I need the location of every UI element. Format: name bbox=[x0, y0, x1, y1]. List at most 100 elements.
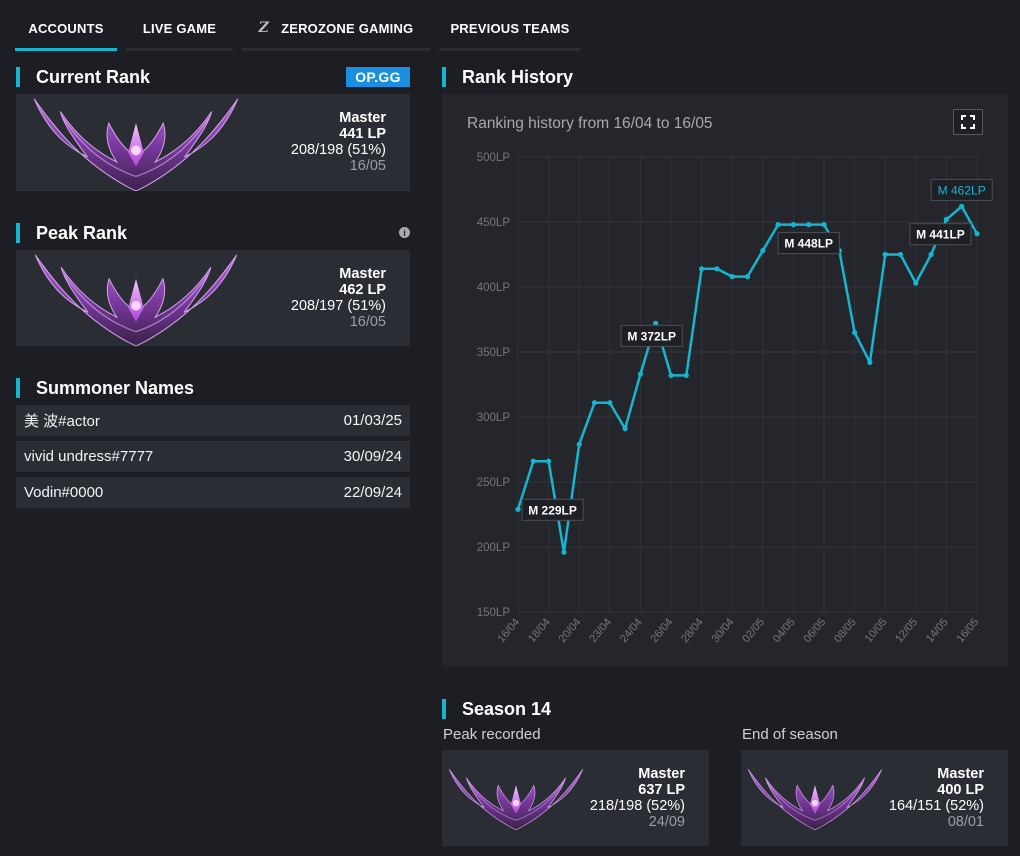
current-rank-card: Master 441 LP 208/198 (51%) 16/05 bbox=[16, 94, 410, 191]
current-rank-tier: Master bbox=[339, 110, 386, 126]
fullscreen-button[interactable] bbox=[953, 109, 983, 135]
data-point bbox=[591, 400, 598, 406]
x-tick-label: 10/05 bbox=[863, 616, 890, 645]
data-point bbox=[897, 251, 904, 258]
x-tick-label: 20/04 bbox=[557, 616, 584, 645]
season-peak-card: Master 637 LP 218/198 (52%) 24/09 bbox=[442, 750, 709, 846]
x-tick-label: 04/05 bbox=[771, 616, 798, 645]
season-end-tier: Master bbox=[937, 766, 984, 782]
summoner-names-title: Summoner Names bbox=[36, 377, 195, 398]
x-tick-label: 02/05 bbox=[740, 616, 767, 645]
annotation-box bbox=[620, 324, 683, 347]
x-tick-label: 06/05 bbox=[801, 616, 828, 645]
peak-recorded-label: Peak recorded bbox=[443, 726, 541, 743]
data-point bbox=[821, 222, 827, 228]
summoner-name-date: 30/09/24 bbox=[343, 448, 402, 465]
tab-zerozone-gaming[interactable]: Z ZEROZONE GAMING bbox=[242, 8, 430, 51]
rank-history-chart: 150LP 200LP 250LP 300LP 350LP 400LP 450LP 500LP… bbox=[477, 152, 993, 645]
y-tick-label: 250LP bbox=[477, 477, 511, 489]
data-point bbox=[882, 251, 888, 258]
rank-line bbox=[516, 205, 979, 554]
tab-zerozone-label: ZEROZONE GAMING bbox=[281, 20, 414, 36]
summoner-names-heading: Summoner Names bbox=[16, 377, 194, 399]
data-point bbox=[959, 203, 965, 209]
season-peak-record: 218/198 (52%) bbox=[589, 798, 685, 814]
data-point bbox=[622, 426, 628, 432]
x-tick-label: 24/04 bbox=[618, 616, 645, 645]
summoner-name: Vodin#0000 bbox=[24, 484, 104, 501]
tab-accounts-label: ACCOUNTS bbox=[28, 20, 104, 36]
y-tick-label: 350LP bbox=[477, 347, 511, 359]
data-point bbox=[775, 222, 781, 228]
rank-history-heading: Rank History bbox=[442, 66, 573, 88]
data-point bbox=[867, 359, 873, 365]
x-tick-label: 30/04 bbox=[710, 616, 737, 645]
peak-rank-tier: Master bbox=[339, 266, 386, 282]
season-peak-lp: 637 LP bbox=[638, 782, 685, 798]
info-icon[interactable]: i bbox=[399, 227, 410, 238]
data-point bbox=[913, 280, 919, 286]
annotation-label: M 462LP bbox=[938, 183, 986, 197]
data-point bbox=[974, 231, 980, 237]
x-tick-label: 08/05 bbox=[832, 616, 859, 645]
season-end-record: 164/151 (52%) bbox=[888, 798, 984, 814]
list-item[interactable]: 美 波#actor 01/03/25 bbox=[16, 405, 410, 436]
data-point bbox=[714, 266, 720, 272]
season-heading: Season 14 bbox=[442, 698, 551, 720]
data-point bbox=[653, 320, 659, 326]
x-tick-label: 14/05 bbox=[924, 616, 951, 645]
summoner-name: vivid undress#7777 bbox=[24, 448, 154, 465]
tab-bar: ACCOUNTS LIVE GAME Z ZEROZONE GAMING PREV… bbox=[15, 8, 590, 51]
y-tick-label: 450LP bbox=[477, 217, 511, 229]
rank-history-title: Rank History bbox=[462, 66, 574, 87]
x-tick-label: 18/04 bbox=[526, 616, 553, 645]
list-item[interactable]: Vodin#0000 22/09/24 bbox=[16, 477, 410, 508]
tab-previous-teams[interactable]: PREVIOUS TEAMS bbox=[439, 8, 581, 51]
end-of-season-label: End of season bbox=[742, 726, 838, 743]
master-emblem-icon bbox=[26, 250, 246, 346]
y-tick-label: 400LP bbox=[477, 282, 511, 294]
x-tick-label: 28/04 bbox=[679, 616, 706, 645]
data-point bbox=[729, 274, 735, 280]
x-tick-label: 16/04 bbox=[495, 616, 522, 645]
list-item[interactable]: vivid undress#7777 30/09/24 bbox=[16, 441, 410, 472]
season-end-date: 08/01 bbox=[947, 814, 984, 830]
peak-rank-record: 208/197 (51%) bbox=[290, 298, 386, 314]
annotation-box bbox=[521, 498, 584, 521]
data-point bbox=[790, 222, 796, 228]
tab-live-game[interactable]: LIVE GAME bbox=[126, 8, 233, 51]
annotation-box bbox=[909, 223, 972, 246]
summoner-name-date: 22/09/24 bbox=[343, 484, 402, 501]
tab-accounts[interactable]: ACCOUNTS bbox=[15, 8, 117, 51]
y-tick-label: 300LP bbox=[477, 412, 511, 424]
data-point bbox=[943, 216, 949, 222]
fullscreen-icon bbox=[961, 115, 975, 129]
data-point bbox=[668, 372, 674, 378]
summoner-name-date: 01/03/25 bbox=[343, 412, 402, 429]
data-point bbox=[530, 458, 536, 464]
y-tick-label: 200LP bbox=[477, 542, 511, 554]
x-tick-label: 12/05 bbox=[893, 616, 920, 645]
summoner-name: 美 波#actor bbox=[24, 413, 100, 430]
season-peak-date: 24/09 bbox=[648, 814, 685, 830]
data-point bbox=[683, 372, 689, 378]
annotation-box bbox=[930, 178, 993, 201]
annotation-box bbox=[777, 232, 840, 255]
current-rank-info: Master 441 LP 208/198 (51%) 16/05 bbox=[291, 110, 386, 174]
tab-live-game-label: LIVE GAME bbox=[142, 20, 217, 36]
data-point bbox=[561, 549, 567, 555]
rank-history-chart-panel: Ranking history from 16/04 to 16/05 150L… bbox=[442, 94, 1008, 667]
x-tick-label: 26/04 bbox=[648, 616, 675, 645]
master-emblem-icon bbox=[745, 750, 885, 846]
opgg-badge[interactable]: OP.GG bbox=[346, 67, 410, 87]
data-point bbox=[546, 458, 552, 464]
y-tick-label: 150LP bbox=[477, 607, 511, 619]
season-end-card: Master 400 LP 164/151 (52%) 08/01 bbox=[741, 750, 1008, 846]
master-emblem-icon bbox=[26, 94, 246, 191]
annotation-label: M 372LP bbox=[627, 329, 676, 343]
chart-subtitle: Ranking history from 16/04 to 16/05 bbox=[467, 115, 713, 132]
current-rank-record: 208/198 (51%) bbox=[290, 142, 386, 158]
data-point bbox=[607, 400, 613, 406]
current-rank-lp: 441 LP bbox=[339, 126, 386, 142]
peak-rank-info: Master 462 LP 208/197 (51%) 16/05 bbox=[291, 266, 386, 330]
